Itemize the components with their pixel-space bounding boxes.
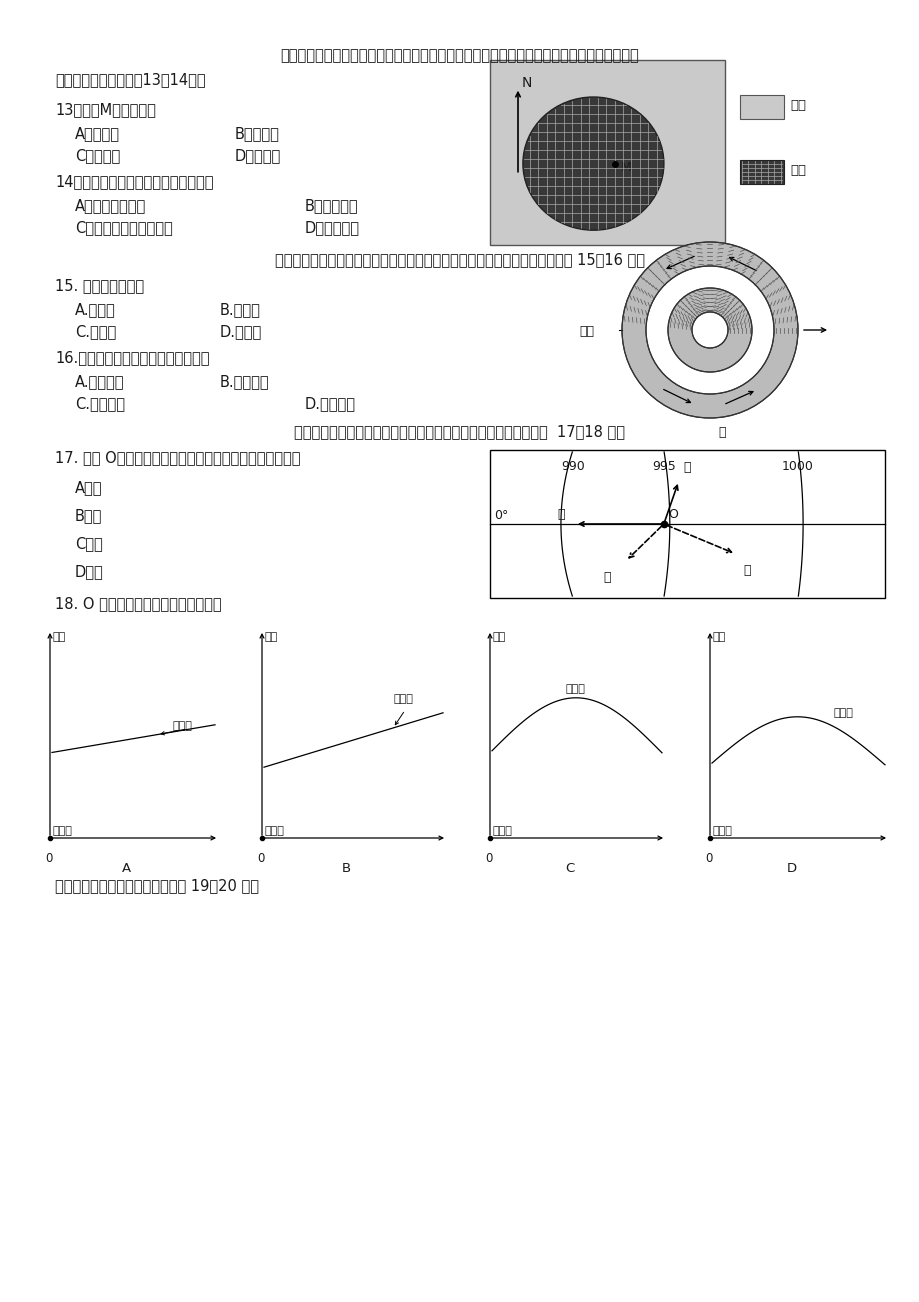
- Text: 甲: 甲: [717, 426, 725, 439]
- Text: M: M: [619, 160, 630, 173]
- Text: 等压面: 等压面: [173, 721, 192, 730]
- Text: B.温和多雨: B.温和多雨: [220, 374, 269, 389]
- Text: 漠地区绿洲示意图完成13～14题。: 漠地区绿洲示意图完成13～14题。: [55, 72, 206, 87]
- Text: 绿洲: 绿洲: [789, 164, 805, 177]
- Text: B．东北风: B．东北风: [234, 126, 279, 141]
- Text: 丁: 丁: [603, 572, 610, 585]
- Text: D．丁: D．丁: [75, 564, 104, 579]
- Text: 990: 990: [561, 460, 584, 473]
- Text: 读赤道附近海域某时刻海平面等压线分布图（单位：百帕），完成  17～18 题。: 读赤道附近海域某时刻海平面等压线分布图（单位：百帕），完成 17～18 题。: [294, 424, 625, 439]
- Bar: [739, 95, 783, 118]
- Text: 高空: 高空: [53, 631, 66, 642]
- Text: A．人类活动差异: A．人类活动差异: [75, 198, 146, 214]
- Text: B．降水差异: B．降水差异: [305, 198, 358, 214]
- Text: 0: 0: [45, 852, 52, 865]
- Bar: [490, 450, 884, 598]
- Text: B.西南风: B.西南风: [220, 302, 261, 316]
- Text: 30°60°: 30°60°: [669, 332, 703, 342]
- Text: 近地面: 近地面: [493, 825, 512, 836]
- Text: A.东南风: A.东南风: [75, 302, 116, 316]
- Circle shape: [621, 242, 797, 418]
- Circle shape: [691, 312, 727, 348]
- Text: 0°: 0°: [494, 509, 508, 522]
- Text: 乙: 乙: [683, 461, 690, 474]
- Text: 近地面: 近地面: [265, 825, 285, 836]
- Text: C．丙: C．丙: [75, 536, 103, 551]
- Text: 赤道: 赤道: [578, 326, 594, 339]
- Text: A: A: [122, 862, 130, 875]
- Text: 一位地理爱好者去北半球沙漠地区旅游，发现绿洲附近风向具有明显的昼夜反向的特征。读沙: 一位地理爱好者去北半球沙漠地区旅游，发现绿洲附近风向具有明显的昼夜反向的特征。读…: [280, 48, 639, 62]
- Text: A．甲: A．甲: [75, 480, 102, 495]
- Text: 近地面: 近地面: [53, 825, 73, 836]
- Text: D．西北风: D．西北风: [234, 148, 281, 163]
- Text: C．下垫面热力性质差异: C．下垫面热力性质差异: [75, 220, 173, 234]
- Text: B．乙: B．乙: [75, 508, 102, 523]
- Text: 读杭州不同季节天气系统图，完成 19～20 题。: 读杭州不同季节天气系统图，完成 19～20 题。: [55, 878, 259, 893]
- Text: 高空: 高空: [265, 631, 278, 642]
- Ellipse shape: [522, 98, 664, 230]
- Circle shape: [667, 288, 751, 372]
- Text: D.低温干燥: D.低温干燥: [305, 396, 356, 411]
- Text: 等压面: 等压面: [565, 684, 585, 694]
- Text: 18. O 点附近等压面与下图中接近的是: 18. O 点附近等压面与下图中接近的是: [55, 596, 221, 611]
- Text: C: C: [565, 862, 574, 875]
- Text: 沙漠: 沙漠: [789, 99, 805, 112]
- Text: 等压面: 等压面: [833, 708, 853, 717]
- Text: 甲: 甲: [557, 508, 564, 521]
- Text: C．西南风: C．西南风: [75, 148, 120, 163]
- Text: 0: 0: [485, 852, 493, 865]
- Text: 丙: 丙: [743, 564, 751, 577]
- Text: 高空: 高空: [712, 631, 725, 642]
- Text: 近地面: 近地面: [712, 825, 732, 836]
- Bar: [490, 60, 724, 245]
- Text: 17. 此时 O点的风向更接近于（注：海上摩擦力忽略不计）: 17. 此时 O点的风向更接近于（注：海上摩擦力忽略不计）: [55, 450, 301, 465]
- Text: 等压面: 等压面: [392, 694, 413, 704]
- Text: 1000: 1000: [781, 460, 813, 473]
- Text: A.高温多雨: A.高温多雨: [75, 374, 124, 389]
- Text: C.东北风: C.东北风: [75, 324, 116, 339]
- Text: D.西北风: D.西北风: [220, 324, 262, 339]
- Text: 下图为某半球气压带（阴影部分）、风带（箭头表示风向）分布示意图。完成 15～16 题。: 下图为某半球气压带（阴影部分）、风带（箭头表示风向）分布示意图。完成 15～16…: [275, 253, 644, 267]
- Text: D．高低差异: D．高低差异: [305, 220, 359, 234]
- Text: O: O: [667, 508, 677, 521]
- Text: 15. 甲风带的风向为: 15. 甲风带的风向为: [55, 279, 144, 293]
- Text: 高空: 高空: [493, 631, 505, 642]
- Text: B: B: [342, 862, 351, 875]
- Circle shape: [645, 266, 773, 395]
- Bar: [739, 160, 783, 184]
- Text: D: D: [786, 862, 796, 875]
- Text: 0: 0: [705, 852, 712, 865]
- Text: 13．夜晚M地的风向为: 13．夜晚M地的风向为: [55, 102, 155, 117]
- Text: C.炎热干燥: C.炎热干燥: [75, 396, 125, 411]
- Text: 14．造成该地区风向昼夜反向的原因是: 14．造成该地区风向昼夜反向的原因是: [55, 174, 213, 189]
- Text: 16.此季节，地中海沿岸的气候特征是: 16.此季节，地中海沿岸的气候特征是: [55, 350, 210, 365]
- Text: N: N: [521, 76, 532, 90]
- Text: 995: 995: [652, 460, 675, 473]
- Text: A．东南风: A．东南风: [75, 126, 119, 141]
- Text: 0: 0: [257, 852, 265, 865]
